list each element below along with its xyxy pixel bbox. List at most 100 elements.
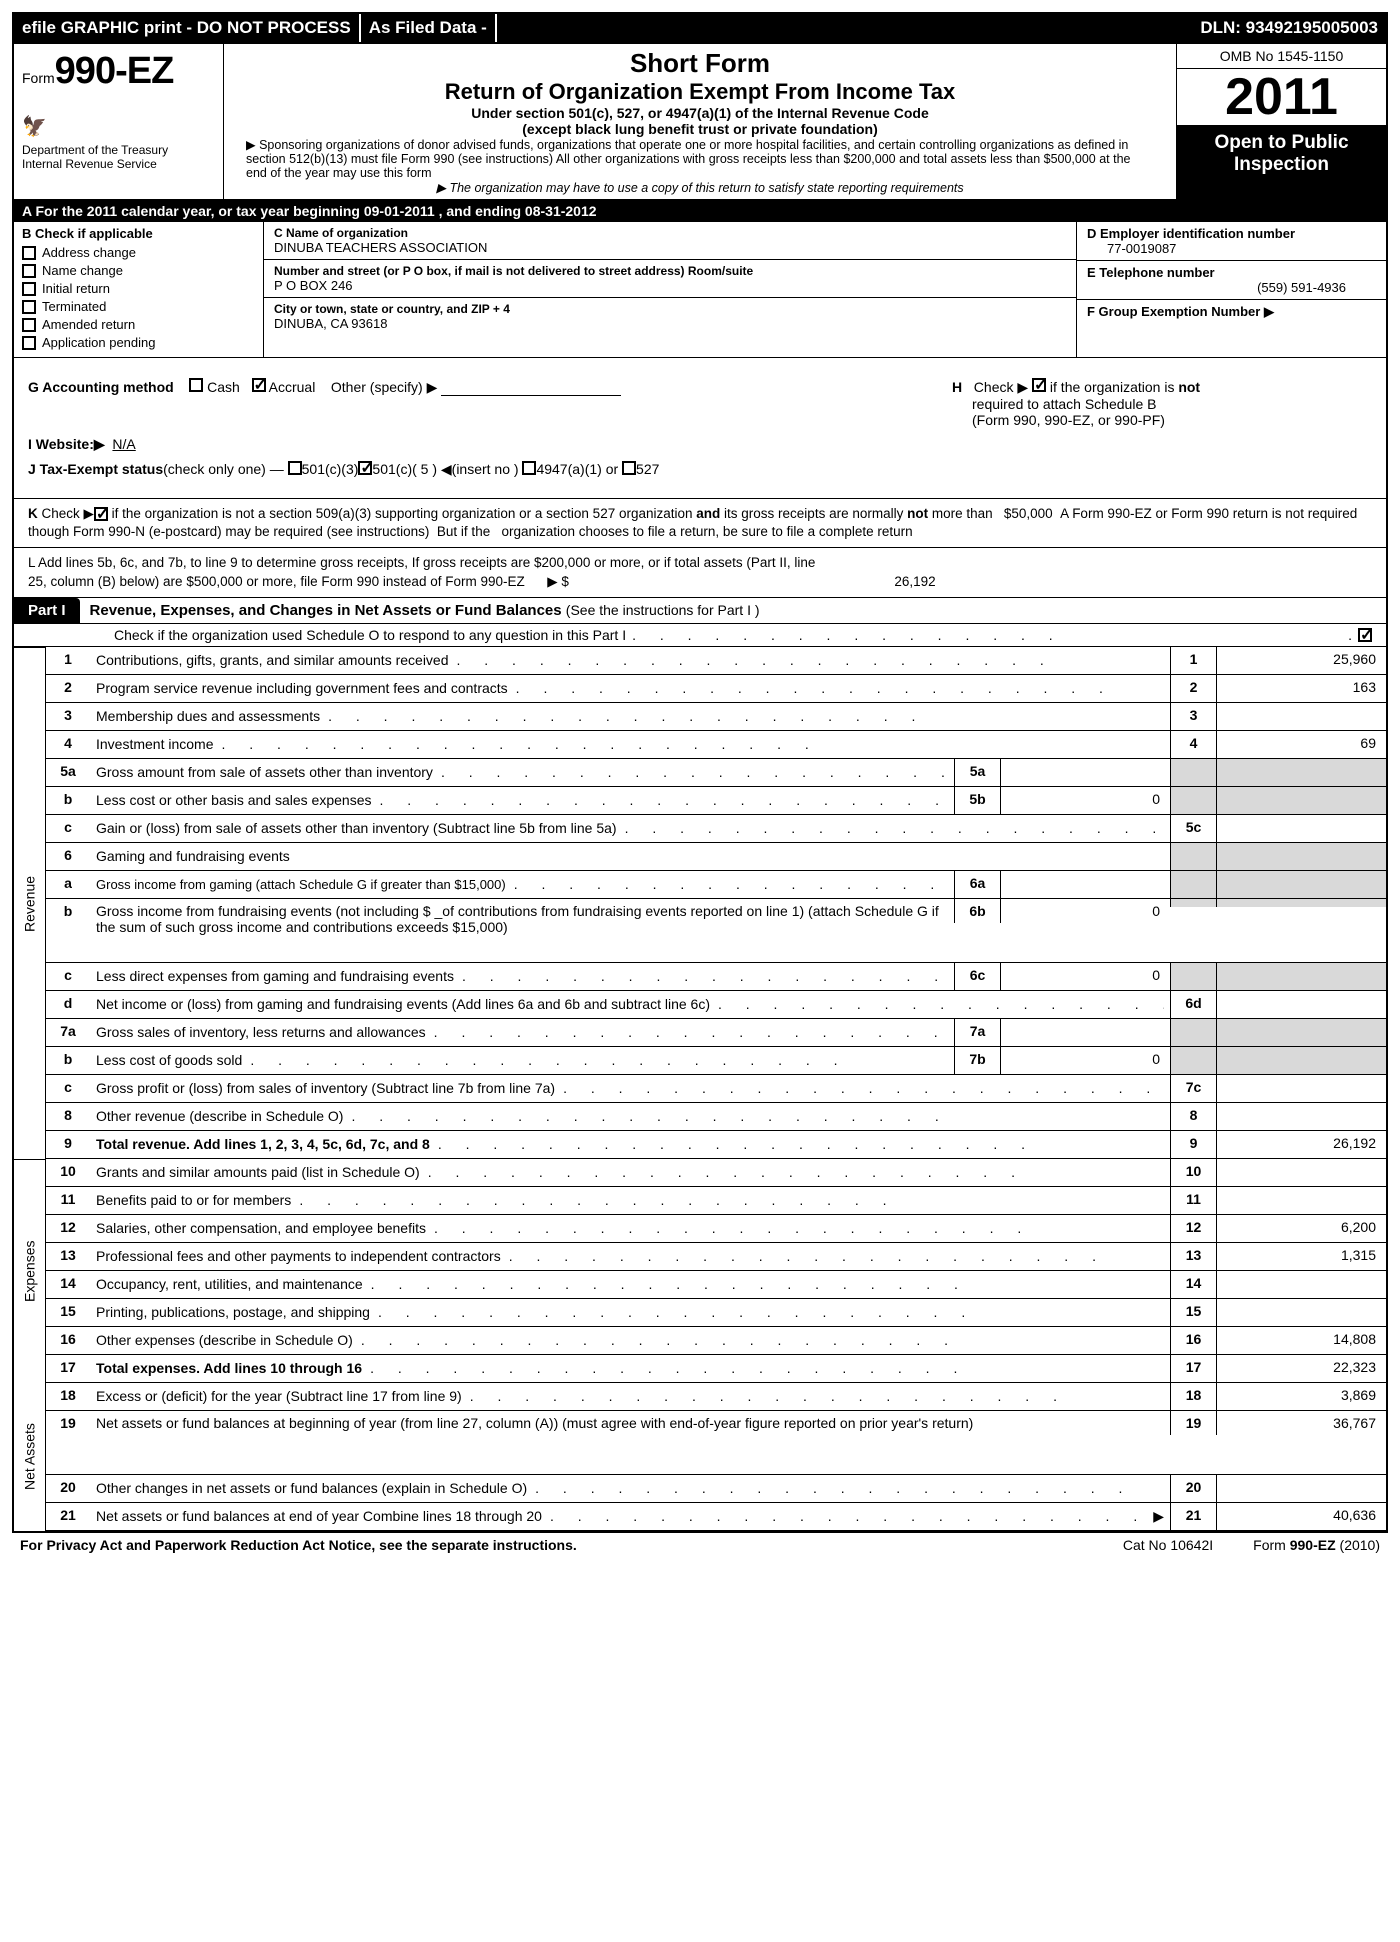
check-o-checkbox[interactable] [1358, 628, 1372, 642]
d-label: D Employer identification number [1087, 226, 1376, 241]
line-description: Total revenue. Add lines 1, 2, 3, 4, 5c,… [90, 1131, 1170, 1158]
i-value: N/A [112, 436, 135, 452]
row-a-end: 08-31-2012 [525, 203, 597, 219]
end-line-label: 14 [1170, 1271, 1216, 1298]
line-number: c [46, 963, 90, 990]
col-b-item: Address change [22, 245, 255, 260]
form-row: 12Salaries, other compensation, and empl… [46, 1215, 1386, 1243]
c-street-value: P O BOX 246 [274, 278, 1066, 293]
col-def: D Employer identification number 77-0019… [1076, 222, 1386, 357]
form-row: 11Benefits paid to or for members. . . .… [46, 1187, 1386, 1215]
end-line-value [1216, 1075, 1386, 1102]
part1-header: Part I Revenue, Expenses, and Changes in… [14, 598, 1386, 624]
end-line-label: 19 [1170, 1411, 1216, 1435]
col-b-checkbox[interactable] [22, 246, 36, 260]
k-block: K Check ▶ if the organization is not a s… [14, 499, 1386, 548]
end-value-shaded [1216, 871, 1386, 898]
end-line-value [1216, 1299, 1386, 1326]
col-c: C Name of organization DINUBA TEACHERS A… [264, 222, 1076, 357]
col-b-checkbox[interactable] [22, 318, 36, 332]
end-line-value: 26,192 [1216, 1131, 1386, 1158]
fine-print-1: ▶ Sponsoring organizations of donor advi… [236, 137, 1164, 180]
line-number: a [46, 871, 90, 898]
end-line-value: 22,323 [1216, 1355, 1386, 1382]
footer-left: For Privacy Act and Paperwork Reduction … [20, 1537, 1083, 1553]
arrow-icon: ▶ [1153, 1508, 1164, 1525]
end-line-value: 40,636 [1216, 1503, 1386, 1530]
j-4947-checkbox[interactable] [522, 461, 536, 475]
line-number: c [46, 1075, 90, 1102]
g-other-input[interactable] [441, 382, 621, 396]
line-description: Membership dues and assessments. . . . .… [90, 703, 1170, 730]
end-line-label: 21 [1170, 1503, 1216, 1530]
c-city-value: DINUBA, CA 93618 [274, 316, 1066, 331]
bf-block: B Check if applicable Address changeName… [14, 222, 1386, 358]
form-row: 14Occupancy, rent, utilities, and mainte… [46, 1271, 1386, 1299]
check-o-dot: . [1348, 627, 1352, 643]
col-b-checkbox[interactable] [22, 264, 36, 278]
c-name-label: C Name of organization [274, 226, 1066, 240]
end-label-shaded [1170, 787, 1216, 814]
g-label: G Accounting method [28, 379, 174, 395]
line-description: Net assets or fund balances at end of ye… [90, 1503, 1170, 1530]
j-opt4: 527 [636, 461, 659, 477]
col-b-item-label: Initial return [42, 281, 110, 296]
side-section-label: Revenue [14, 647, 45, 1159]
line-description: Less cost or other basis and sales expen… [90, 787, 954, 814]
end-line-label: 1 [1170, 647, 1216, 674]
end-label-shaded [1170, 899, 1216, 907]
line-description: Program service revenue including govern… [90, 675, 1170, 702]
j-opt2: 501(c)( 5 ) ◀(insert no ) [372, 461, 518, 478]
col-b-checkbox[interactable] [22, 282, 36, 296]
mid-line-label: 5a [954, 759, 1000, 786]
line-number: 5a [46, 759, 90, 786]
j-501c3-checkbox[interactable] [288, 461, 302, 475]
part1-sub: (See the instructions for Part I ) [566, 602, 760, 618]
col-b-item: Initial return [22, 281, 255, 296]
j-527-checkbox[interactable] [622, 461, 636, 475]
end-line-value [1216, 991, 1386, 1018]
header-left: Form990-EZ 🦅 Department of the Treasury … [14, 44, 224, 199]
gj-block: G Accounting method Cash Accrual Other (… [14, 358, 1386, 499]
j-501c-checkbox[interactable] [358, 461, 372, 475]
k-checkbox[interactable] [94, 507, 108, 521]
g-cash-label: Cash [207, 379, 240, 395]
form-row: 1Contributions, gifts, grants, and simil… [46, 647, 1386, 675]
check-o-text: Check if the organization used Schedule … [114, 627, 626, 643]
mid-line-label: 5b [954, 787, 1000, 814]
line-description: Excess or (deficit) for the year (Subtra… [90, 1383, 1170, 1410]
row-a-mid: , and ending [435, 203, 525, 219]
col-b-item-label: Name change [42, 263, 123, 278]
line-description: Less cost of goods sold. . . . . . . . .… [90, 1047, 954, 1074]
row-a: A For the 2011 calendar year, or tax yea… [14, 200, 1386, 222]
end-line-label: 5c [1170, 815, 1216, 842]
g-cash-checkbox[interactable] [189, 378, 203, 392]
h-checkbox[interactable] [1032, 378, 1046, 392]
form-row: 4Investment income. . . . . . . . . . . … [46, 731, 1386, 759]
footer: For Privacy Act and Paperwork Reduction … [12, 1533, 1388, 1557]
col-b-checkbox[interactable] [22, 300, 36, 314]
mid-line-value: 0 [1000, 1047, 1170, 1074]
h-line1: if the organization is [1050, 379, 1178, 395]
end-line-value: 163 [1216, 675, 1386, 702]
line-number: 2 [46, 675, 90, 702]
line-description: Occupancy, rent, utilities, and maintena… [90, 1271, 1170, 1298]
line-description: Net assets or fund balances at beginning… [90, 1411, 1170, 1435]
end-line-label: 17 [1170, 1355, 1216, 1382]
mid-line-value [1000, 1019, 1170, 1046]
line-number: 15 [46, 1299, 90, 1326]
h-prefix: H [952, 379, 962, 395]
form-row: 15Printing, publications, postage, and s… [46, 1299, 1386, 1327]
mid-line-value: 0 [1000, 899, 1170, 923]
col-b-checkbox[interactable] [22, 336, 36, 350]
form-row: cGross profit or (loss) from sales of in… [46, 1075, 1386, 1103]
h-line3: (Form 990, 990-EZ, or 990-PF) [952, 412, 1165, 428]
line-number: b [46, 1047, 90, 1074]
end-line-label: 12 [1170, 1215, 1216, 1242]
line-description: Printing, publications, postage, and shi… [90, 1299, 1170, 1326]
g-accrual-checkbox[interactable] [252, 378, 266, 392]
line-number: c [46, 815, 90, 842]
line-number: 1 [46, 647, 90, 674]
form-row: cLess direct expenses from gaming and fu… [46, 963, 1386, 991]
line-number: 19 [46, 1411, 90, 1435]
